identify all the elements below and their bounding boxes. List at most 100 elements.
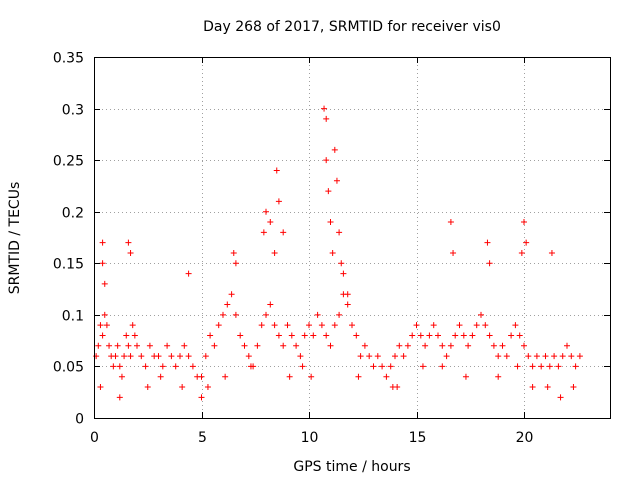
data-point xyxy=(538,363,545,370)
x-axis-label: GPS time / hours xyxy=(293,459,410,475)
data-point xyxy=(523,239,530,246)
data-point xyxy=(533,353,540,360)
data-point xyxy=(430,322,437,329)
data-point xyxy=(370,363,377,370)
data-point xyxy=(555,363,562,370)
data-point xyxy=(544,384,551,391)
chart-title: Day 268 of 2017, SRMTID for receiver vis… xyxy=(203,19,501,35)
data-point xyxy=(129,322,136,329)
data-point xyxy=(490,342,497,349)
data-point xyxy=(525,353,532,360)
x-tick-label: 15 xyxy=(409,430,427,446)
data-point xyxy=(101,280,108,287)
data-point xyxy=(469,332,476,339)
data-point xyxy=(465,342,472,349)
data-point xyxy=(297,353,304,360)
data-point xyxy=(422,342,429,349)
data-point xyxy=(293,342,300,349)
data-point xyxy=(288,332,295,339)
data-point xyxy=(207,332,214,339)
data-point xyxy=(177,353,183,360)
data-point xyxy=(478,311,484,318)
data-point xyxy=(222,373,229,380)
y-tick-label: 0.3 xyxy=(62,103,84,119)
data-point xyxy=(447,342,454,349)
data-point xyxy=(116,394,123,401)
data-point xyxy=(518,249,525,256)
data-point xyxy=(508,332,515,339)
data-point xyxy=(462,373,469,380)
data-point xyxy=(417,332,424,339)
data-point xyxy=(271,249,278,256)
data-point xyxy=(357,353,364,360)
data-point xyxy=(447,219,454,226)
data-point xyxy=(271,322,278,329)
data-point xyxy=(142,363,149,370)
data-point xyxy=(331,322,338,329)
data-point xyxy=(299,363,306,370)
data-point xyxy=(516,332,523,339)
data-point xyxy=(110,363,117,370)
data-point xyxy=(232,311,239,318)
data-point xyxy=(144,384,151,391)
data-point xyxy=(164,342,171,349)
data-point xyxy=(361,342,368,349)
data-point xyxy=(327,342,334,349)
y-tick-label: 0.2 xyxy=(62,206,84,222)
data-point xyxy=(310,332,317,339)
data-point xyxy=(127,249,134,256)
data-point xyxy=(327,219,334,226)
data-point xyxy=(284,322,291,329)
plot-frame xyxy=(94,57,611,419)
data-point xyxy=(349,322,355,329)
data-point xyxy=(321,105,328,112)
data-points xyxy=(93,105,583,401)
data-point xyxy=(521,342,527,349)
data-point xyxy=(127,353,134,360)
data-point xyxy=(181,342,188,349)
data-point xyxy=(486,332,493,339)
data-point xyxy=(220,311,226,318)
data-point xyxy=(374,353,381,360)
data-point xyxy=(503,353,510,360)
data-point xyxy=(125,239,132,246)
data-point xyxy=(323,115,330,122)
data-point xyxy=(568,353,575,360)
data-point xyxy=(486,260,493,267)
data-point xyxy=(400,353,407,360)
data-point xyxy=(338,260,345,267)
data-point xyxy=(409,332,416,339)
x-tick-label: 20 xyxy=(516,430,534,446)
data-point xyxy=(529,363,536,370)
data-point xyxy=(306,322,312,329)
data-point xyxy=(241,342,248,349)
data-point xyxy=(267,301,274,308)
data-point xyxy=(185,270,192,277)
data-point xyxy=(99,332,106,339)
data-point xyxy=(529,384,536,391)
data-point xyxy=(232,260,239,267)
data-point xyxy=(260,229,267,236)
data-point xyxy=(275,332,282,339)
data-point xyxy=(146,342,153,349)
data-point xyxy=(308,373,315,380)
data-point xyxy=(379,363,386,370)
data-point xyxy=(344,291,351,298)
data-point xyxy=(331,146,338,153)
data-point xyxy=(314,311,321,318)
data-point xyxy=(159,363,166,370)
data-point xyxy=(172,363,179,370)
data-point xyxy=(189,363,196,370)
data-point xyxy=(286,373,293,380)
data-point xyxy=(336,311,343,318)
y-tick-label: 0.05 xyxy=(53,360,84,376)
data-point xyxy=(344,301,351,308)
data-point xyxy=(118,373,125,380)
data-point xyxy=(134,342,140,349)
y-tick-label: 0.1 xyxy=(62,309,84,325)
data-point xyxy=(366,353,373,360)
data-point xyxy=(267,219,274,226)
data-point xyxy=(202,353,209,360)
data-point xyxy=(198,394,205,401)
data-point xyxy=(106,342,113,349)
